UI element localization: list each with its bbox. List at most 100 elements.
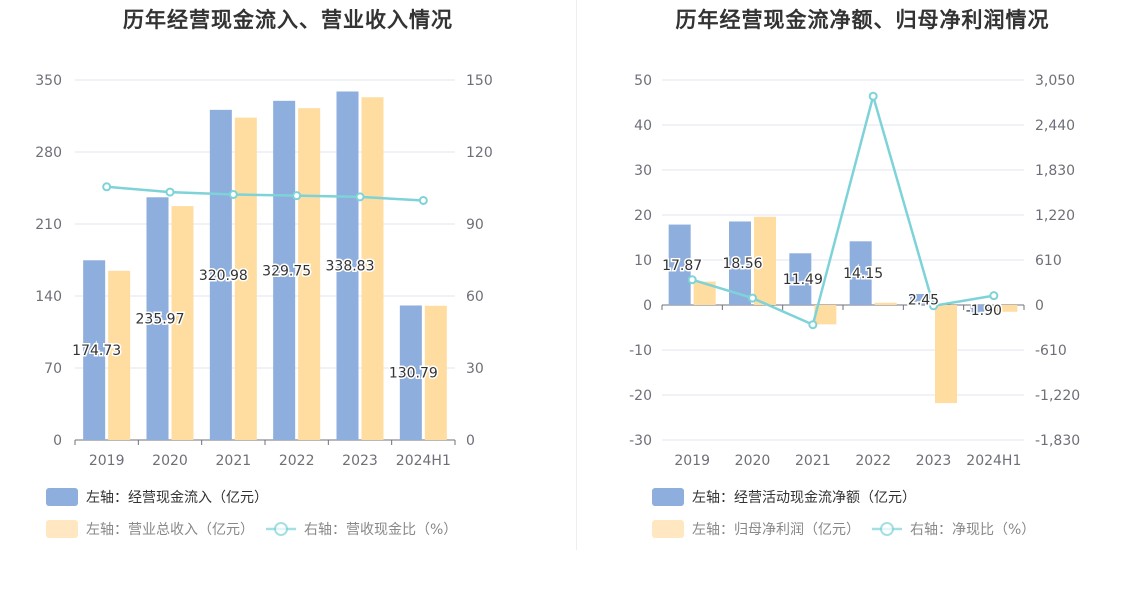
y-right-tick-label: 610 — [1035, 253, 1062, 269]
ratio-point — [929, 301, 938, 311]
chart-title: 历年经营现金流净额、归母净利润情况 — [675, 8, 1050, 32]
bar-primary — [146, 197, 169, 440]
bar-data-label: 17.87 — [662, 258, 702, 274]
legend-line-marker — [274, 522, 288, 536]
legend-label: 左轴：经营活动现金流净额（亿元） — [692, 490, 916, 506]
bar-primary — [209, 109, 232, 440]
x-tick-label: 2024H1 — [396, 453, 451, 469]
ratio-point — [355, 192, 365, 202]
bar-secondary — [754, 216, 776, 305]
bar-primary — [970, 305, 993, 314]
bar-primary — [729, 221, 751, 305]
y-left-tick-label: 0 — [643, 298, 652, 314]
bar-primary — [83, 260, 106, 440]
ratio-line — [691, 91, 995, 327]
bar-secondary — [361, 97, 384, 440]
y-left-tick-label: 30 — [634, 163, 652, 179]
bar-data-label: 11.49 — [783, 272, 823, 288]
x-tick-label: 2023 — [916, 453, 952, 469]
y-right-tick-label: 60 — [466, 289, 484, 305]
bar-data-label: 338.83 — [326, 259, 375, 275]
ratio-point — [808, 320, 818, 330]
bar-secondary — [935, 305, 957, 404]
net-cashflow-profit-panel: 历年经营现金流净额、归母净利润情况 -30 -20 -10 0 10 20 30 40 50 -1… — [577, 0, 1148, 560]
x-tick-label: 2019 — [674, 453, 710, 469]
legend-label: 左轴：归母净利润（亿元） — [692, 521, 860, 538]
y-left-tick-label: 140 — [35, 289, 62, 305]
y-right-tick-label: -1,220 — [1035, 388, 1080, 404]
bar-data-label: 2.45 — [908, 292, 939, 308]
bar-secondary — [814, 305, 837, 325]
bar-secondary — [108, 270, 131, 440]
ratio-point — [165, 187, 175, 197]
y-left-tick-label: 350 — [35, 73, 62, 89]
y-right-tick-label: 1,220 — [1035, 208, 1075, 224]
y-left-tick-label: 0 — [53, 433, 62, 449]
bar-data-label: 130.79 — [389, 366, 438, 382]
cash-inflow-revenue-chart: 0 70 140 210 280 350 0 30 60 90 120 150 2019 2020 2021… — [35, 73, 493, 538]
bar-primary — [789, 253, 812, 305]
bar-primary — [910, 293, 932, 305]
y-right-tick-label: -1,830 — [1035, 433, 1080, 449]
ratio-point — [292, 191, 302, 201]
chart-title: 历年经营现金流入、营业收入情况 — [123, 8, 453, 32]
bar-data-label: -1.90 — [966, 303, 1002, 319]
legend-swatch-primary — [652, 488, 684, 506]
y-right-tick-label: 0 — [1035, 298, 1044, 314]
bar-primary — [399, 305, 422, 440]
y-left-tick-label: -10 — [629, 343, 652, 359]
bar-secondary — [298, 108, 321, 440]
y-left-tick-label: 210 — [35, 217, 62, 233]
ratio-point — [687, 275, 697, 285]
y-left-tick-label: 40 — [634, 118, 652, 134]
x-tick-label: 2022 — [855, 453, 891, 469]
y-right-tick-label: 150 — [466, 73, 493, 89]
legend-swatch-secondary — [46, 520, 78, 538]
ratio-point — [868, 91, 878, 101]
y-right-tick-label: 90 — [466, 217, 484, 233]
bar-data-label: 235.97 — [136, 312, 185, 328]
y-right-tick-label: 120 — [466, 145, 493, 161]
legend-swatch-primary — [46, 488, 78, 506]
y-left-tick-label: -30 — [629, 433, 652, 449]
y-left-tick-label: 20 — [634, 208, 652, 224]
x-tick-label: 2022 — [279, 453, 315, 469]
legend-swatch-secondary — [652, 520, 684, 538]
ratio-point — [748, 293, 757, 303]
net-cashflow-profit-chart: -30 -20 -10 0 10 20 30 40 50 -1,830 -1,220 -610 0 610… — [629, 73, 1080, 538]
ratio-line — [106, 185, 424, 202]
ratio-point — [989, 291, 999, 301]
y-right-tick-label: -610 — [1035, 343, 1067, 359]
x-tick-label: 2019 — [89, 453, 125, 469]
ratio-point — [418, 195, 428, 205]
bar-data-label: 329.75 — [262, 263, 311, 279]
y-right-tick-label: 30 — [466, 361, 484, 377]
y-right-tick-label: 0 — [466, 433, 475, 449]
bar-data-label: 320.98 — [199, 268, 248, 284]
bar-secondary — [995, 305, 1018, 312]
ratio-point — [102, 182, 112, 192]
x-tick-label: 2021 — [795, 453, 831, 469]
bar-secondary — [424, 305, 447, 440]
x-tick-label: 2020 — [735, 453, 771, 469]
bar-secondary — [874, 302, 897, 305]
bar-primary — [668, 224, 691, 305]
bar-data-label: 174.73 — [72, 343, 121, 359]
bar-secondary — [234, 117, 257, 440]
y-right-tick-label: 1,830 — [1035, 163, 1075, 179]
x-tick-label: 2024H1 — [966, 453, 1021, 469]
ratio-point — [228, 189, 238, 199]
y-left-tick-label: -20 — [629, 388, 652, 404]
y-left-tick-label: 70 — [44, 361, 62, 377]
bar-primary — [336, 91, 359, 441]
legend-label: 右轴：净现比（%） — [910, 522, 1035, 538]
y-right-tick-label: 2,440 — [1035, 118, 1075, 134]
cash-inflow-revenue-panel: 历年经营现金流入、营业收入情况 0 70 140 210 280 350 0 30 60 90 12… — [0, 0, 576, 560]
y-left-tick-label: 50 — [634, 73, 652, 89]
bar-secondary — [171, 206, 194, 440]
y-right-tick-label: 3,050 — [1035, 73, 1075, 89]
bar-data-label: 14.15 — [843, 266, 883, 282]
legend-label: 左轴：经营现金流入（亿元） — [86, 490, 268, 506]
bar-secondary — [693, 281, 716, 305]
x-tick-label: 2023 — [342, 453, 378, 469]
